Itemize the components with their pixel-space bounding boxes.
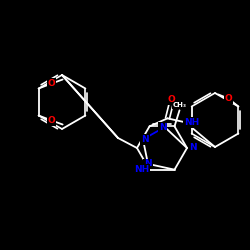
- Text: N: N: [144, 160, 152, 168]
- Text: N: N: [141, 135, 149, 144]
- Text: NH: NH: [134, 165, 149, 174]
- Text: O: O: [168, 95, 175, 104]
- Text: O: O: [48, 79, 56, 88]
- Text: N: N: [189, 144, 197, 152]
- Text: O: O: [48, 116, 56, 125]
- Text: N: N: [159, 122, 166, 132]
- Text: CH₃: CH₃: [172, 102, 186, 108]
- Text: O: O: [224, 94, 232, 103]
- Text: NH: NH: [184, 118, 199, 127]
